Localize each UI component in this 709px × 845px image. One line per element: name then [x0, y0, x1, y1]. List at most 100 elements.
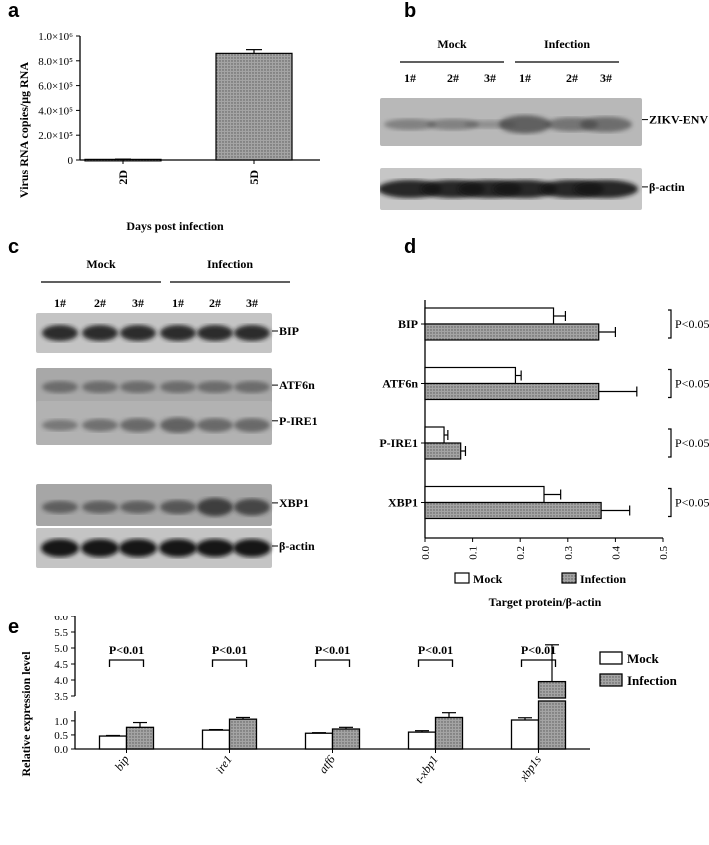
panel-letter-e: e [8, 616, 20, 638]
blot-group-label: Infection [207, 257, 253, 271]
chart-e-bracket [417, 659, 454, 667]
chart-e-ytick-label: 5.0 [54, 643, 68, 655]
chart-d-bar-infection [424, 442, 462, 460]
blot-group-label: Infection [544, 37, 590, 51]
chart-d-ytick-label: BIP [398, 317, 418, 331]
blot-lane-label: 2# [209, 296, 221, 310]
blot-band [160, 325, 196, 341]
blot-band-label: β-actin [279, 539, 315, 553]
chart-d-ytick-label: ATF6n [382, 377, 418, 391]
chart-e-legend-swatch [599, 651, 623, 665]
chart-e-ytick-label: 0.0 [54, 744, 68, 756]
blot-band [42, 419, 78, 431]
chart-e-bracket [108, 659, 145, 667]
blot-band [499, 115, 551, 134]
chart-e-ytick-label: 1.0 [54, 716, 68, 728]
blot-lane-label: 1# [54, 296, 66, 310]
chart-e-legend-label: Infection [627, 673, 678, 688]
chart-a: Virus RNA copies/μg RNA Days post infect… [17, 31, 320, 233]
chart-e-ylabel: Relative expression level [19, 651, 33, 777]
chart-e-bracket [520, 659, 557, 667]
chart-a-ytick-label: 8.0×10⁵ [38, 56, 73, 68]
chart-e-bar-infection-upper [537, 680, 567, 699]
chart-d-legend-label: Infection [580, 572, 626, 586]
blot-band-label: ZIKV-ENV [649, 113, 708, 127]
panel-letter-d: d [404, 236, 417, 258]
blot-lane-label: 3# [132, 296, 144, 310]
chart-e-ytick-label: 4.0 [54, 675, 68, 687]
blot-lane-label: 3# [600, 71, 612, 85]
chart-d-bar-mock [424, 485, 545, 504]
blot-band [42, 381, 78, 393]
chart-d-bar-infection [424, 382, 600, 401]
chart-e-xtick-label: bip [112, 753, 132, 774]
chart-e-legend-swatch [599, 673, 623, 687]
blot-band [427, 118, 479, 130]
blot-lane-label: 2# [447, 71, 459, 85]
blot-band [160, 417, 196, 433]
chart-e-ytick-label: 0.5 [54, 730, 68, 742]
blot-lane-label: 1# [404, 71, 416, 85]
chart-d-xtick-label: 0.5 [658, 546, 670, 560]
chart-a-bar [215, 52, 293, 161]
blot-band [197, 418, 233, 433]
chart-e-legend-label: Mock [627, 651, 660, 666]
panel-letter-c: c [8, 236, 20, 258]
chart-d-bracket [668, 428, 672, 458]
blot-band [120, 500, 156, 514]
chart-e-bar-mock [510, 719, 540, 750]
chart-e-annotation: P<0.01 [212, 643, 247, 657]
blot-lane-label: 3# [246, 296, 258, 310]
blot-band [196, 539, 234, 557]
blot-band [81, 539, 119, 557]
blot-band [197, 381, 233, 393]
blot-band [82, 500, 118, 514]
chart-a-ylabel: Virus RNA copies/μg RNA [17, 62, 31, 198]
chart-e-bar-infection [434, 716, 464, 750]
blot-band [120, 418, 156, 433]
chart-d-xtick-label: 0.1 [468, 546, 480, 560]
chart-d-bracket [668, 487, 672, 518]
chart-e-xtick-label: ire1 [213, 753, 235, 777]
chart-e-annotation: P<0.01 [521, 643, 556, 657]
chart-a-ytick-label: 4.0×10⁵ [38, 105, 73, 117]
panel-letter-a: a [8, 0, 20, 22]
chart-e-annotation: P<0.01 [418, 643, 453, 657]
chart-d-legend-swatch [454, 572, 470, 584]
blot-band [384, 118, 436, 130]
blot-group-label: Mock [437, 37, 467, 51]
blot-band [42, 500, 78, 514]
blot-band [160, 381, 196, 393]
chart-d-ytick-label: P-IRE1 [379, 436, 418, 450]
chart-e-bar-mock [201, 729, 231, 750]
chart-e-bar-mock [98, 735, 128, 750]
chart-e-bar-infection [331, 728, 361, 750]
chart-d-legend-swatch [561, 572, 577, 584]
chart-a-xtick-label: 5D [247, 170, 261, 185]
chart-d-bar-infection [424, 323, 600, 341]
blot-band [197, 498, 233, 517]
chart-e-ytick-label: 6.0 [54, 616, 68, 623]
blot-band [234, 418, 270, 433]
chart-d-xtick-label: 0.3 [563, 546, 575, 560]
chart-e-annotation: P<0.01 [109, 643, 144, 657]
blot-band [234, 381, 270, 393]
chart-e-xtick-label: atf6 [316, 753, 338, 776]
blot-band [197, 325, 233, 341]
chart-e-xtick-label: xbp1s [516, 752, 544, 784]
chart-e-bar-infection [537, 700, 567, 750]
chart-e-bar-infection [125, 726, 155, 750]
chart-e-bar-infection [228, 718, 258, 750]
blot-band-label: β-actin [649, 180, 685, 194]
chart-d-annotation: P<0.05 [675, 377, 709, 391]
panel-letter-b: b [404, 0, 417, 22]
blot-band [160, 500, 196, 515]
chart-d-annotation: P<0.05 [675, 496, 709, 510]
blot-band [120, 325, 156, 341]
chart-e-annotation: P<0.01 [315, 643, 350, 657]
chart-a-xlabel: Days post infection [126, 219, 224, 233]
blot-band-label: XBP1 [279, 496, 309, 510]
chart-e-ytick-label: 4.5 [54, 659, 68, 671]
chart-d-ytick-label: XBP1 [388, 496, 418, 510]
chart-d-xtick-label: 0.2 [515, 546, 527, 560]
